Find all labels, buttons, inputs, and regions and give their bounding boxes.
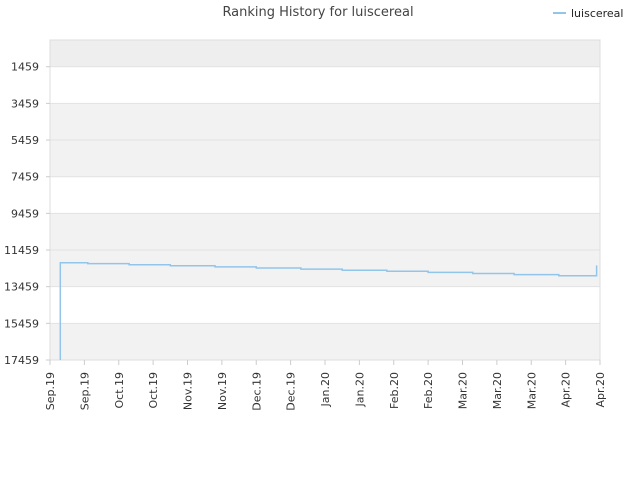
y-tick-label: 7459: [11, 171, 39, 184]
series-line-luiscereal: [59, 261, 598, 360]
y-tick-label: 5459: [11, 134, 39, 147]
x-tick-label: Mar.20: [491, 372, 504, 409]
x-tick-label: Mar.20: [457, 372, 470, 409]
x-tick-label: Apr.20: [560, 372, 573, 408]
x-tick-label: Sep.19: [78, 372, 91, 410]
legend-label: luiscereal: [571, 7, 623, 20]
y-axis: 1459 3459 5459 7459 9459 11459 13459 15459 17459: [4, 61, 50, 367]
plot-band: [50, 66, 600, 104]
legend: luiscereal: [553, 7, 623, 20]
y-tick-label: 13459: [4, 281, 39, 294]
plot-band: [50, 103, 600, 141]
x-tick-label: Oct.19: [113, 372, 126, 409]
series-layer: [59, 261, 598, 360]
plot-bands: [50, 40, 600, 360]
y-tick-label: 1459: [11, 61, 39, 74]
y-tick-label: 17459: [4, 354, 39, 367]
x-tick-label: Feb.20: [388, 372, 401, 409]
x-tick-label: Mar.20: [525, 372, 538, 409]
plot-band: [50, 140, 600, 177]
x-tick-label: Sep.19: [44, 372, 57, 410]
x-tick-label: Dec.19: [250, 372, 263, 411]
x-tick-label: Nov.19: [216, 372, 229, 410]
x-tick-label: Nov.19: [182, 372, 195, 410]
y-tick-label: 11459: [4, 244, 39, 257]
x-tick-label: Dec.19: [285, 372, 298, 411]
chart-title: Ranking History for luiscereal: [222, 5, 413, 20]
plot-band: [50, 323, 600, 360]
y-tick-label: 15459: [4, 317, 39, 330]
y-tick-label: 3459: [11, 97, 39, 110]
plot-band: [50, 213, 600, 251]
x-tick-label: Feb.20: [422, 372, 435, 409]
x-tick-label: Apr.20: [594, 372, 607, 408]
x-axis: Sep.19 Sep.19 Oct.19 Oct.19 Nov.19 Nov.19 Dec.…: [44, 360, 607, 411]
plot-band: [50, 40, 600, 67]
plot-band: [50, 176, 600, 214]
y-tick-label: 9459: [11, 207, 39, 220]
x-tick-label: Oct.19: [147, 372, 160, 409]
x-tick-label: Jan.20: [353, 372, 366, 407]
x-tick-label: Jan.20: [319, 372, 332, 407]
plot-band: [50, 286, 600, 324]
